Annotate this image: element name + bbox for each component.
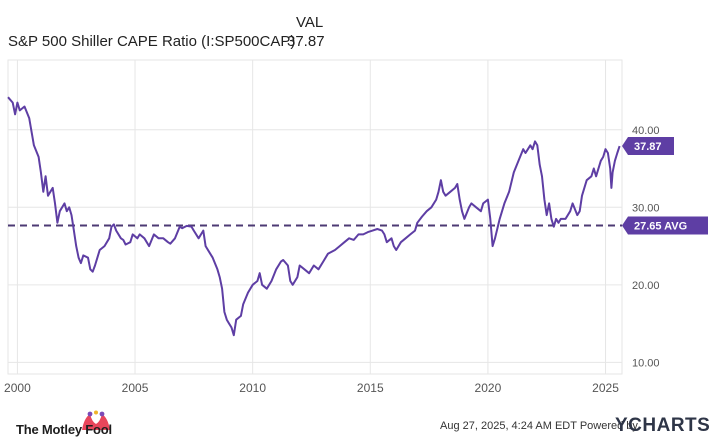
motley-fool-wordmark: The Motley Fool [16,422,112,437]
y-tick-label: 30.00 [632,202,660,214]
x-tick-label: 2000 [4,381,31,395]
y-tick-label: 10.00 [632,357,660,369]
cape-series-line[interactable] [7,96,621,337]
x-tick-label: 2005 [122,381,149,395]
legend-column-header: VAL [296,14,324,31]
series-end-label-bg [622,137,674,156]
plot-frame [7,59,623,375]
x-tick-label: 2015 [357,381,384,395]
motley-fool-logo[interactable]: The Motley Fool [8,408,208,438]
data-timestamp: Aug 27, 2025, 4:24 AM EDT Powered by [440,420,638,432]
legend-series-name[interactable]: S&P 500 Shiller CAPE Ratio (I:SP500CAP) [8,33,296,50]
jester-cap-icon [82,410,110,430]
x-tick-label: 2010 [239,381,266,395]
cape-ratio-chart[interactable]: 10.00 20.00 30.00 40.00 2000 2005 2010 2015 2020… [0,56,720,404]
series-end-label: 37.87 [634,141,662,153]
legend-series-value: 37.87 [287,33,325,50]
average-label: 27.65 AVG [634,221,687,233]
y-tick-label: 40.00 [632,125,660,137]
x-tick-label: 2025 [592,381,619,395]
chart-footer: The Motley Fool Aug 27, 2025, 4:24 AM ED… [0,404,720,441]
average-label-bg [622,216,708,235]
y-tick-label: 20.00 [632,280,660,292]
x-tick-label: 2020 [475,381,502,395]
ycharts-logo[interactable]: YCHARTS [615,415,711,436]
chart-legend: VAL S&P 500 Shiller CAPE Ratio (I:SP500C… [0,0,720,56]
